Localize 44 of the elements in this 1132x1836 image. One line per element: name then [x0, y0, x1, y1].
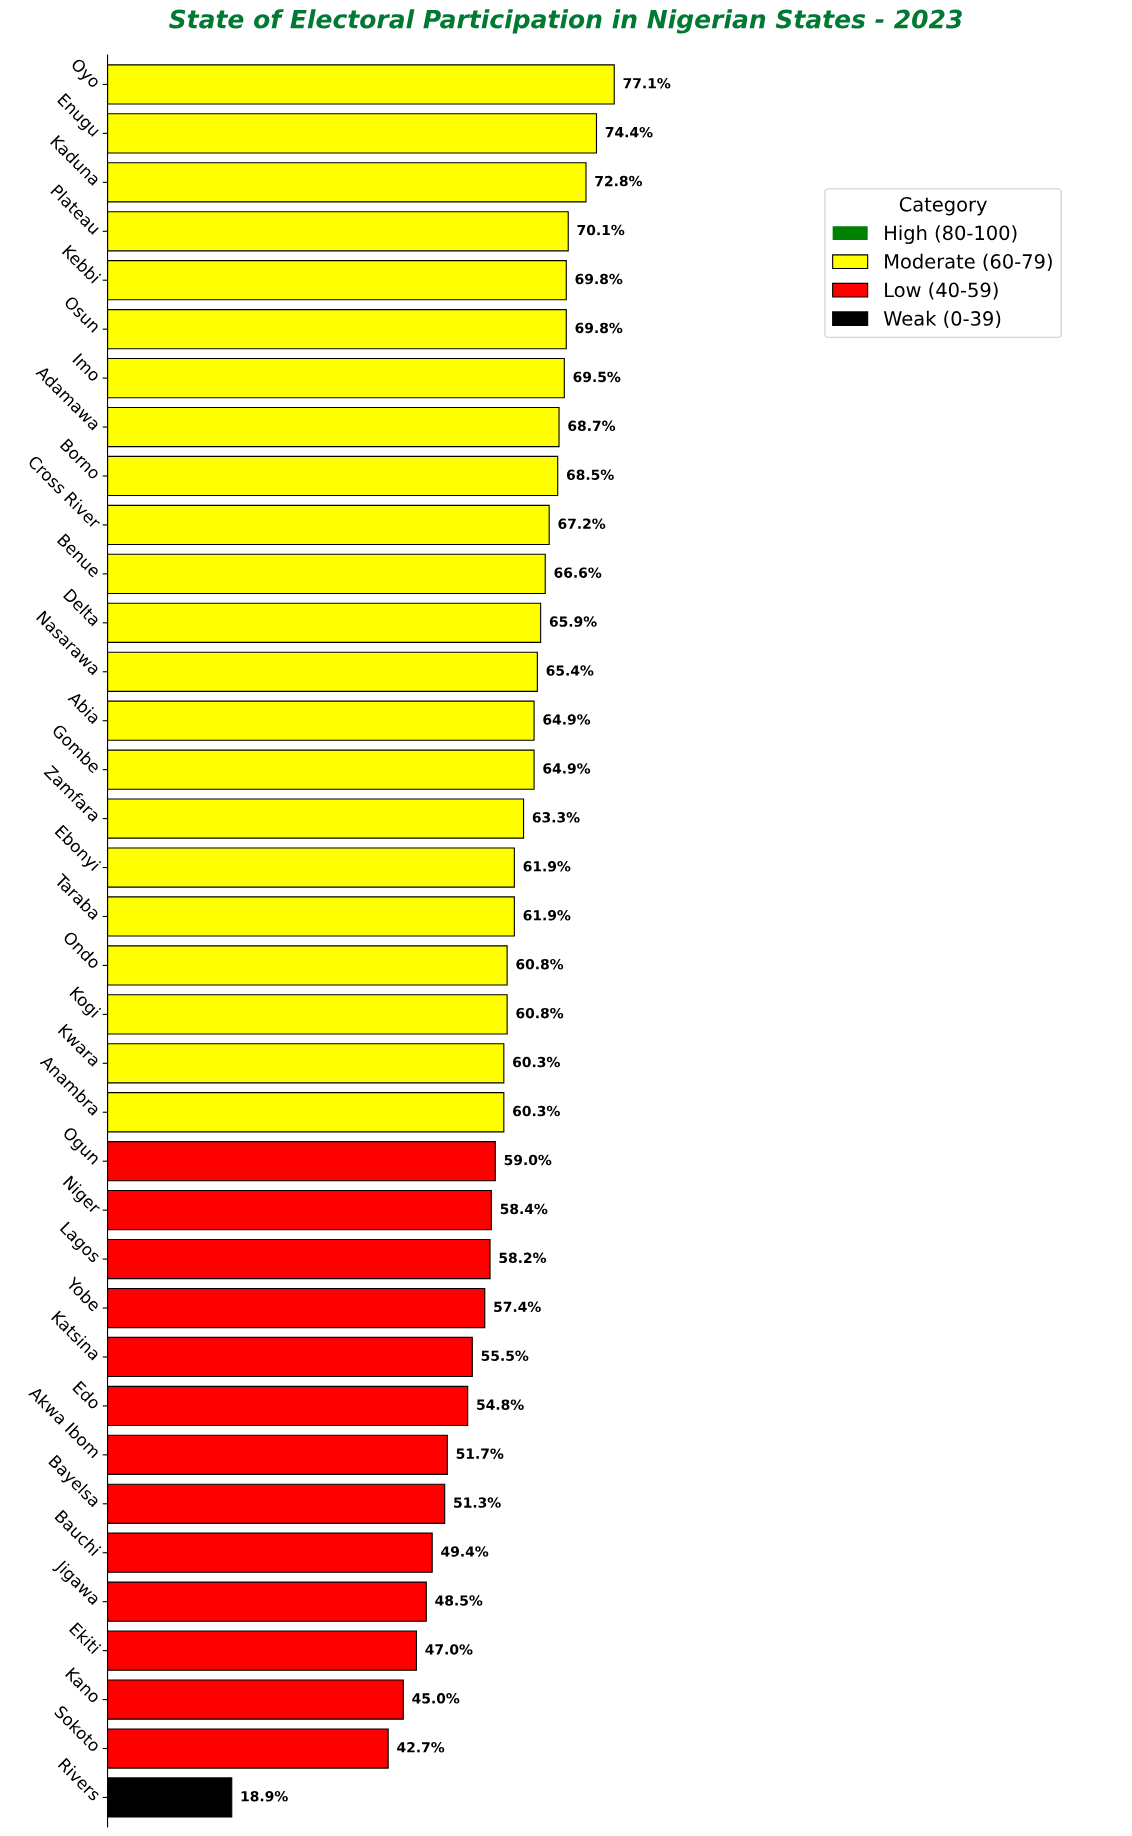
data-label: 51.3% [454, 1497, 501, 1508]
chart-title: State of Electoral Participation in Nigerian States - 2023 [169, 9, 962, 34]
data-label: 69.8% [575, 273, 623, 285]
data-label: 45.0% [412, 1693, 460, 1704]
data-label: 60.8% [516, 958, 564, 970]
data-label: 61.9% [523, 910, 571, 921]
data-label: 68.5% [566, 469, 614, 481]
data-label: 66.6% [554, 567, 602, 578]
data-label: 18.9% [241, 1790, 288, 1802]
data-label: 69.5% [573, 371, 621, 383]
data-label: 49.4% [441, 1546, 489, 1557]
data-label: 58.2% [499, 1252, 547, 1264]
data-label: 58.4% [500, 1203, 548, 1215]
legend-label: Weak (0-39) [883, 310, 1001, 329]
y-tick-label: Oyo [68, 57, 102, 91]
data-label: 47.0% [425, 1644, 473, 1655]
data-label: 42.7% [397, 1742, 445, 1753]
data-label: 57.4% [494, 1301, 541, 1313]
data-label: 60.3% [513, 1056, 560, 1068]
data-label: 72.8% [595, 175, 643, 187]
data-label: 60.3% [513, 1105, 560, 1117]
data-label: 48.5% [435, 1595, 483, 1606]
data-label: 69.8% [575, 322, 623, 334]
data-label: 61.9% [523, 861, 571, 872]
data-label: 77.1% [623, 77, 671, 89]
data-label: 70.1% [577, 224, 625, 236]
legend-title: Category [899, 196, 987, 216]
data-label: 59.0% [504, 1154, 552, 1166]
legend-label: Moderate (60-79) [885, 253, 1052, 272]
data-label: 65.4% [546, 665, 594, 676]
y-tick-label: Edo [72, 1380, 102, 1410]
data-label: 64.9% [543, 714, 591, 725]
data-label: 65.9% [549, 616, 597, 627]
data-label: 60.8% [516, 1007, 564, 1019]
legend-label: High (80-100) [885, 225, 1017, 244]
data-label: 74.4% [605, 126, 653, 138]
data-label: 67.2% [558, 518, 606, 529]
data-label: 51.7% [456, 1448, 504, 1459]
legend-label: Low (40-59) [885, 282, 998, 300]
data-label: 68.7% [568, 420, 616, 432]
data-label: 64.9% [543, 763, 591, 774]
data-label: 55.5% [481, 1350, 529, 1361]
data-label: 54.8% [477, 1399, 524, 1410]
data-label: 63.3% [532, 812, 580, 823]
